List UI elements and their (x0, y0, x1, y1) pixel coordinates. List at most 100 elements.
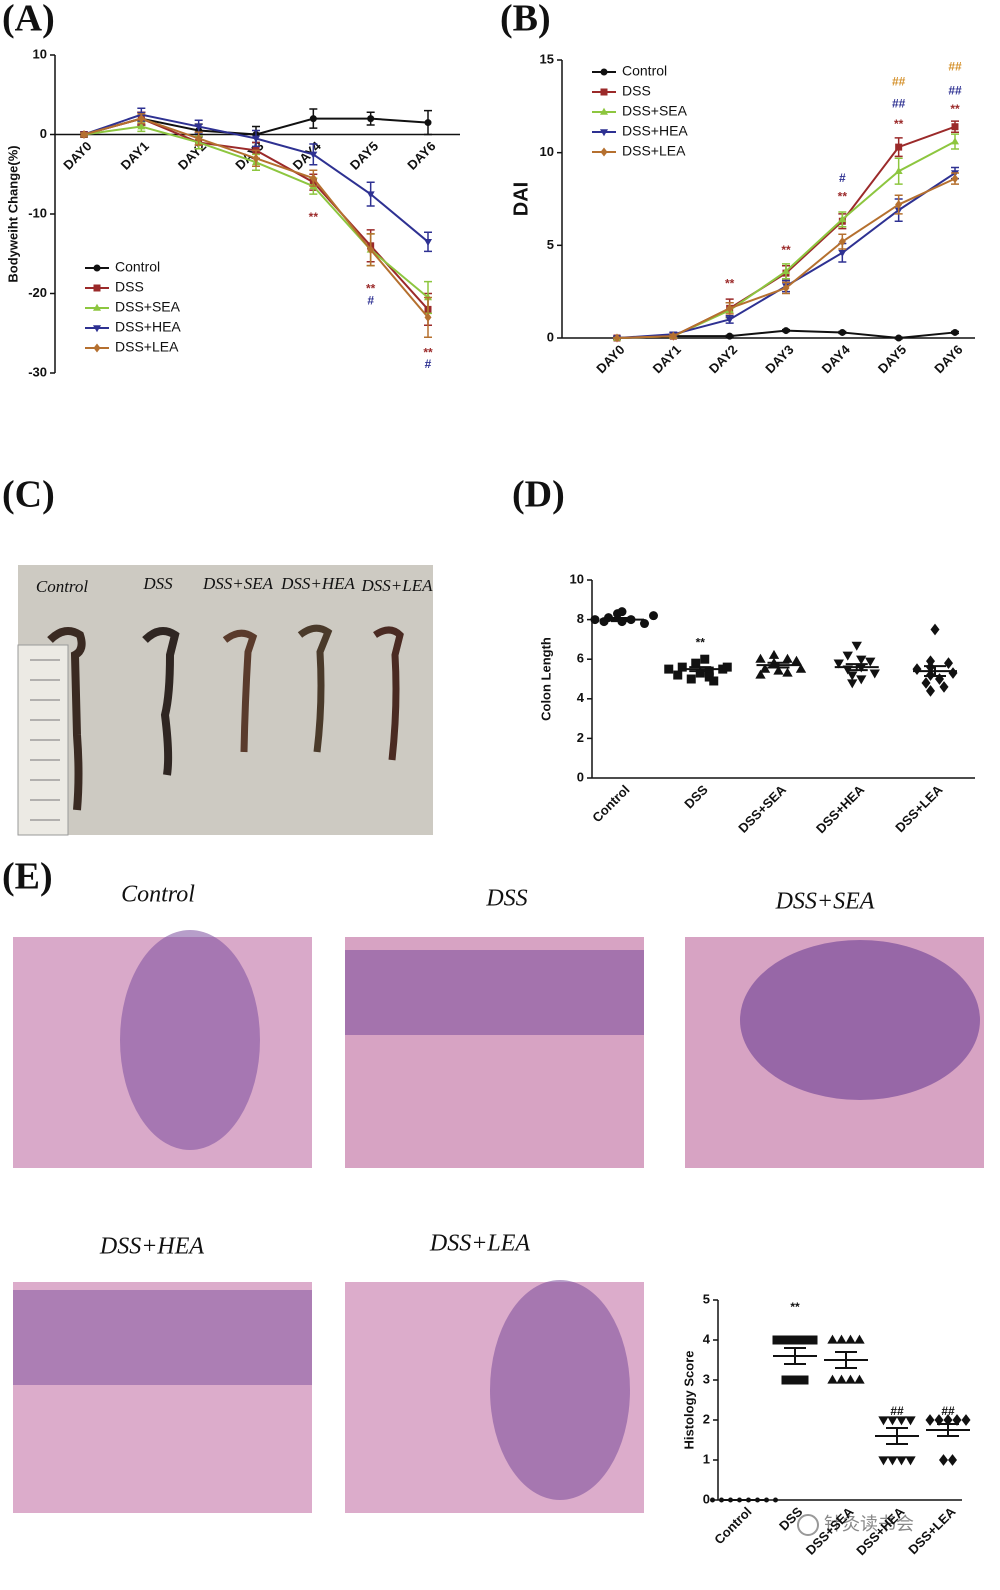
panel-label: (D) (512, 474, 565, 516)
y-tick-label: 4 (577, 690, 585, 705)
point (838, 215, 847, 223)
annotation: ** (838, 189, 848, 203)
annotation: ** (950, 102, 960, 116)
point (948, 1454, 957, 1466)
legend-marker (600, 88, 608, 96)
point (856, 655, 867, 665)
legend-marker (93, 284, 101, 292)
y-tick-label: 2 (577, 730, 584, 745)
annotation: ** (423, 345, 433, 359)
x-tick-label: DAY4 (290, 138, 325, 173)
y-tick-label: 3 (703, 1371, 710, 1386)
point (845, 1334, 856, 1344)
point (194, 123, 203, 131)
point (952, 1414, 962, 1426)
annotation: ** (366, 282, 376, 296)
point (827, 1334, 838, 1344)
point (951, 123, 959, 131)
x-tick-label: Control (711, 1504, 754, 1547)
y-tick-label: 6 (577, 651, 584, 666)
point (790, 1375, 800, 1385)
histology-label: DSS+SEA (775, 889, 875, 915)
point (664, 664, 674, 674)
point (137, 114, 145, 124)
point (827, 1374, 838, 1384)
point (854, 1374, 865, 1384)
y-tick-label: 10 (33, 46, 47, 61)
annotation: ## (892, 74, 906, 88)
point (799, 1375, 809, 1385)
error-bar (689, 666, 712, 673)
error-bar (886, 1427, 908, 1445)
point (896, 1416, 907, 1426)
annotation: ** (894, 117, 904, 131)
point (755, 653, 766, 663)
photo-label: DSS+HEA (280, 574, 355, 593)
legend-marker (92, 303, 102, 311)
legend-marker (599, 107, 609, 115)
y-axis-label: Histology Score (681, 1351, 696, 1450)
legend-marker (93, 343, 101, 353)
x-tick-label: DAY6 (931, 342, 965, 376)
point (309, 115, 317, 123)
point (773, 1497, 778, 1503)
point (838, 249, 847, 257)
point (895, 143, 903, 151)
legend-marker (600, 147, 608, 157)
point (921, 677, 931, 689)
histology-label: DSS+HEA (99, 1234, 205, 1260)
point (939, 1454, 948, 1466)
y-tick-label: 2 (703, 1411, 710, 1426)
annotation: ## (948, 84, 962, 98)
point (799, 1335, 809, 1345)
point (847, 679, 858, 689)
x-tick-label: DAY1 (118, 138, 152, 172)
point (896, 1456, 907, 1466)
panel-label: (B) (500, 0, 551, 40)
legend-marker (599, 129, 609, 137)
y-tick-label: 5 (703, 1291, 710, 1306)
point (791, 655, 802, 665)
watermark-icon (797, 1514, 819, 1536)
point (926, 655, 935, 668)
point (309, 173, 317, 183)
y-axis-label: Colon Length (538, 637, 553, 721)
point (764, 1497, 769, 1503)
point (424, 312, 432, 322)
y-tick-label: -10 (28, 205, 47, 220)
annotation: # (839, 171, 846, 185)
x-tick-label: DAY1 (650, 342, 684, 376)
point (709, 676, 719, 686)
y-tick-label: 0 (547, 329, 554, 344)
photo-label: DSS+LEA (361, 576, 434, 595)
x-tick-label: Control (589, 782, 632, 825)
point (424, 119, 432, 127)
point (948, 667, 958, 679)
point (878, 1456, 889, 1466)
point (939, 681, 949, 693)
legend-label: DSS+HEA (115, 319, 181, 335)
error-bar (784, 1347, 806, 1365)
point (251, 135, 261, 143)
legend-label: DSS+LEA (622, 143, 686, 159)
y-tick-label: 5 (547, 237, 554, 252)
y-tick-label: 1 (703, 1451, 710, 1466)
y-tick-label: 15 (540, 51, 554, 66)
point (926, 685, 935, 697)
y-tick-label: 10 (570, 571, 584, 586)
point (252, 153, 260, 163)
point (856, 675, 867, 685)
annotation: ** (790, 1300, 800, 1314)
point (951, 328, 959, 336)
point (943, 1414, 953, 1426)
annotation: ## (890, 1404, 904, 1418)
point (851, 641, 862, 651)
point (722, 662, 732, 672)
error-bar (845, 663, 868, 672)
y-tick-label: 0 (703, 1491, 710, 1506)
error-bar (767, 661, 790, 669)
y-tick-label: -20 (28, 285, 47, 300)
point (836, 1374, 847, 1384)
point (773, 665, 784, 675)
